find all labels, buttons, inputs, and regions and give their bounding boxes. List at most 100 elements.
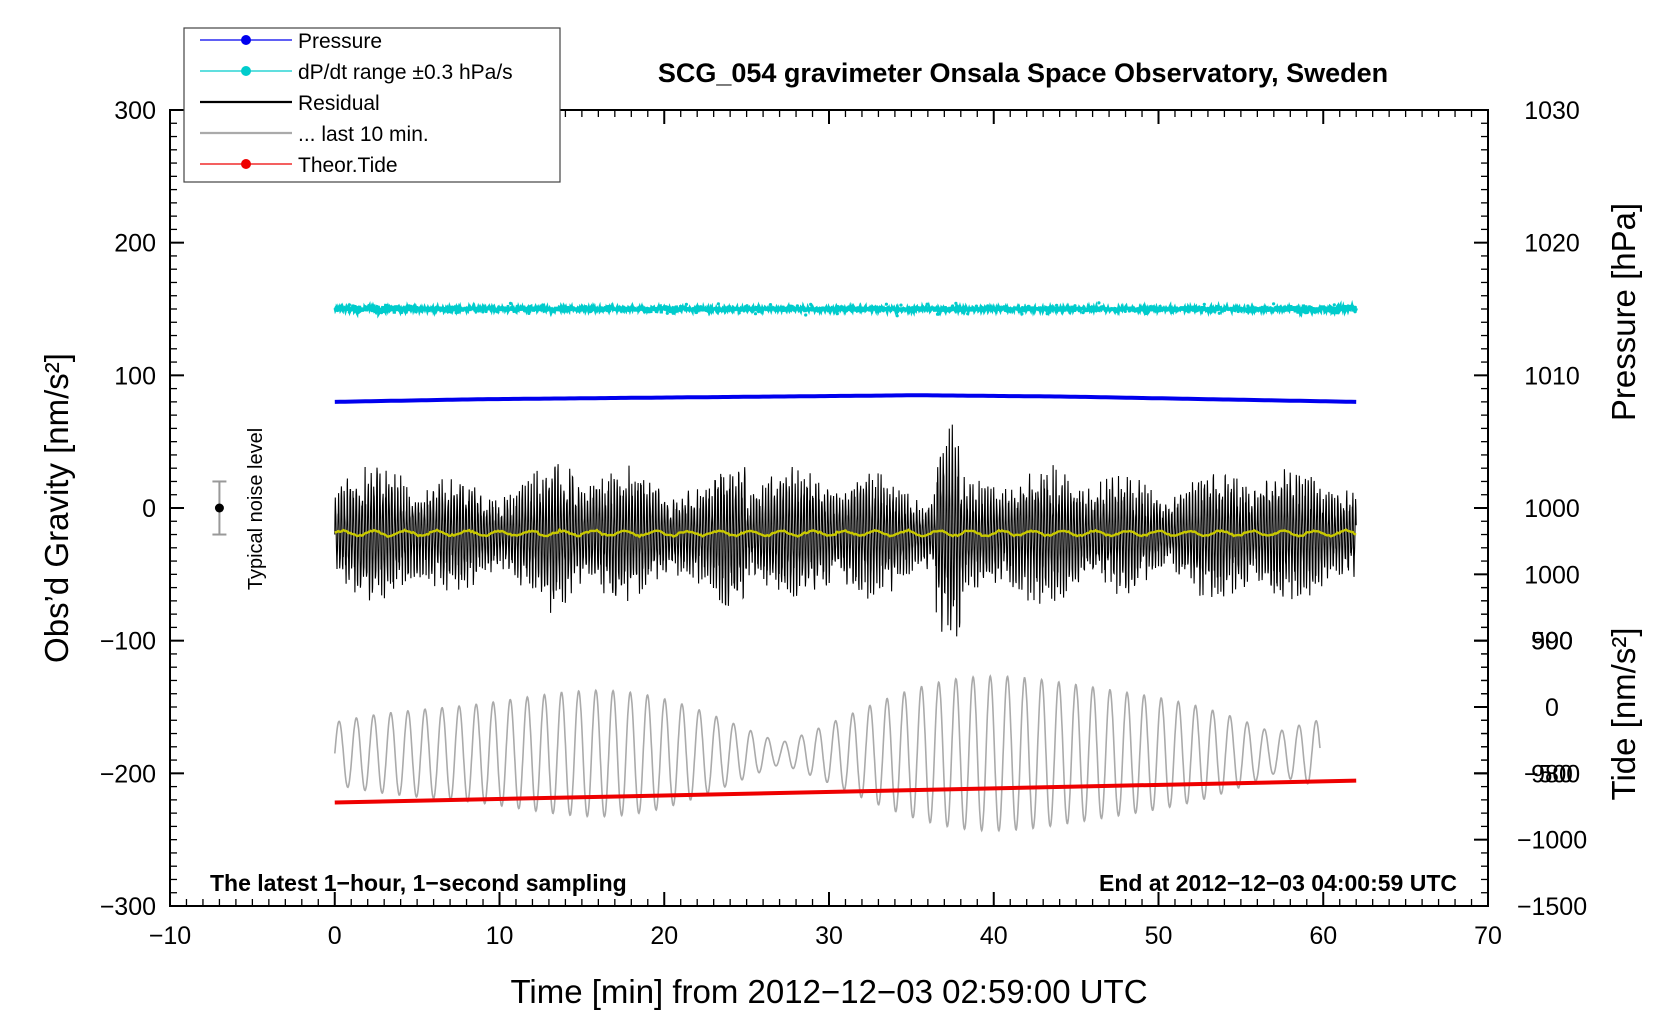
- dpdt-point: [414, 310, 418, 314]
- dpdt-point: [1322, 305, 1326, 309]
- dpdt-point: [600, 309, 605, 313]
- dpdt-point: [790, 304, 794, 308]
- y-left-tick-label: −100: [100, 628, 156, 656]
- dpdt-point: [732, 307, 736, 311]
- dpdt-point: [1202, 302, 1206, 306]
- dpdt-point: [858, 308, 862, 312]
- dpdt-point: [768, 303, 773, 307]
- dpdt-point: [862, 308, 867, 312]
- pressure-tick-label: 1010: [1524, 362, 1580, 390]
- dpdt-point: [757, 310, 761, 314]
- dpdt-point: [1097, 306, 1101, 310]
- tide-tick-label: 500: [1531, 628, 1573, 656]
- dpdt-point: [434, 305, 439, 309]
- dpdt-point: [946, 308, 950, 312]
- pressure-tick-label: 1000: [1524, 495, 1580, 523]
- y-left-tick-label: 200: [114, 230, 156, 258]
- dpdt-point: [1008, 307, 1012, 312]
- dpdt-point: [974, 304, 979, 308]
- y-left-tick-label: −200: [100, 760, 156, 788]
- dpdt-point: [840, 305, 844, 309]
- pressure-tick-label: 990: [1531, 628, 1573, 656]
- y-left-tick-label: 0: [142, 495, 156, 523]
- dpdt-point: [955, 304, 959, 308]
- pressure-series: [334, 393, 1357, 404]
- legend: Pressure dP/dt range ±0.3 hPa/s Residual..…: [183, 27, 561, 183]
- last-10-min-series: [334, 674, 1321, 833]
- dpdt-point: [345, 307, 349, 311]
- dpdt-point: [1026, 304, 1030, 308]
- series-layer: [333, 299, 1358, 833]
- dpdt-point: [1073, 304, 1077, 308]
- dpdt-point: [1031, 307, 1035, 311]
- dpdt-point: [457, 307, 461, 311]
- dpdt-point: [404, 310, 408, 314]
- tide-tick-label: 1000: [1524, 561, 1580, 589]
- dpdt-point: [816, 308, 820, 313]
- dpdt-point: [450, 305, 454, 309]
- x-tick-label: 0: [328, 922, 342, 950]
- dpdt-point: [464, 307, 468, 311]
- dpdt-point: [1055, 308, 1060, 313]
- dpdt-point: [551, 308, 555, 312]
- dpdt-point: [1143, 305, 1147, 309]
- dpdt-point: [774, 308, 778, 312]
- dpdt-point: [1220, 308, 1224, 312]
- dpdt-point: [1346, 304, 1350, 308]
- noise-dot: [214, 503, 224, 513]
- dpdt-point: [1339, 305, 1343, 309]
- dpdt-point: [394, 307, 399, 311]
- dpdt-point: [1323, 309, 1327, 313]
- dpdt-point: [1020, 312, 1024, 316]
- dpdt-point: [745, 304, 749, 308]
- dpdt-point: [880, 306, 884, 310]
- dpdt-point: [1338, 308, 1342, 312]
- dpdt-point: [836, 305, 840, 309]
- x-axis-title: Time [min] from 2012−12−03 02:59:00 UTC: [510, 973, 1147, 1010]
- dpdt-point: [665, 311, 669, 315]
- x-tick-labels: −10 0 10 20 30 40 50 60 70: [149, 922, 1502, 950]
- legend-label: Residual: [298, 92, 380, 115]
- dpdt-point: [1191, 306, 1195, 310]
- dpdt-point: [835, 312, 839, 316]
- x-tick-label: −10: [149, 922, 191, 950]
- dpdt-point: [1045, 312, 1049, 316]
- dpdt-point: [1260, 305, 1264, 310]
- dpdt-point: [714, 306, 718, 310]
- pressure-tick-label: 1030: [1524, 97, 1580, 125]
- dpdt-point: [510, 305, 514, 309]
- dpdt-point: [1020, 306, 1024, 310]
- legend-box: [183, 27, 561, 183]
- dpdt-point: [1236, 309, 1240, 314]
- dpdt-point: [727, 308, 731, 312]
- dpdt-point: [1304, 311, 1308, 315]
- dpdt-point: [1194, 309, 1198, 313]
- y-left-tick-labels: 300 200 100 0 −100 −200 −300: [100, 97, 156, 921]
- x-tick-label: 70: [1474, 922, 1502, 950]
- tide-tick-label: 0: [1545, 694, 1559, 722]
- dpdt-point: [559, 307, 563, 311]
- dpdt-point: [616, 305, 621, 309]
- dpdt-point: [484, 309, 488, 314]
- dpdt-point: [614, 307, 618, 311]
- dpdt-point: [375, 305, 379, 309]
- dpdt-point: [1003, 308, 1007, 313]
- x-tick-label: 30: [815, 922, 843, 950]
- dpdt-point: [542, 303, 546, 307]
- dpdt-point: [753, 312, 758, 316]
- dpdt-point: [347, 303, 351, 307]
- dpdt-point: [924, 308, 929, 312]
- dpdt-point: [441, 306, 445, 310]
- residual-series: [334, 424, 1357, 637]
- dpdt-point: [795, 304, 800, 308]
- x-tick-label: 50: [1145, 922, 1173, 950]
- dpdt-point: [899, 303, 903, 307]
- dpdt-point: [447, 310, 451, 314]
- dpdt-point: [657, 307, 661, 311]
- chart-title: SCG_054 gravimeter Onsala Space Observat…: [658, 58, 1388, 88]
- dpdt-point: [1246, 304, 1250, 308]
- dpdt-point: [1118, 307, 1122, 311]
- dpdt-point: [566, 305, 570, 310]
- dpdt-point: [900, 308, 904, 312]
- dpdt-point: [606, 304, 610, 309]
